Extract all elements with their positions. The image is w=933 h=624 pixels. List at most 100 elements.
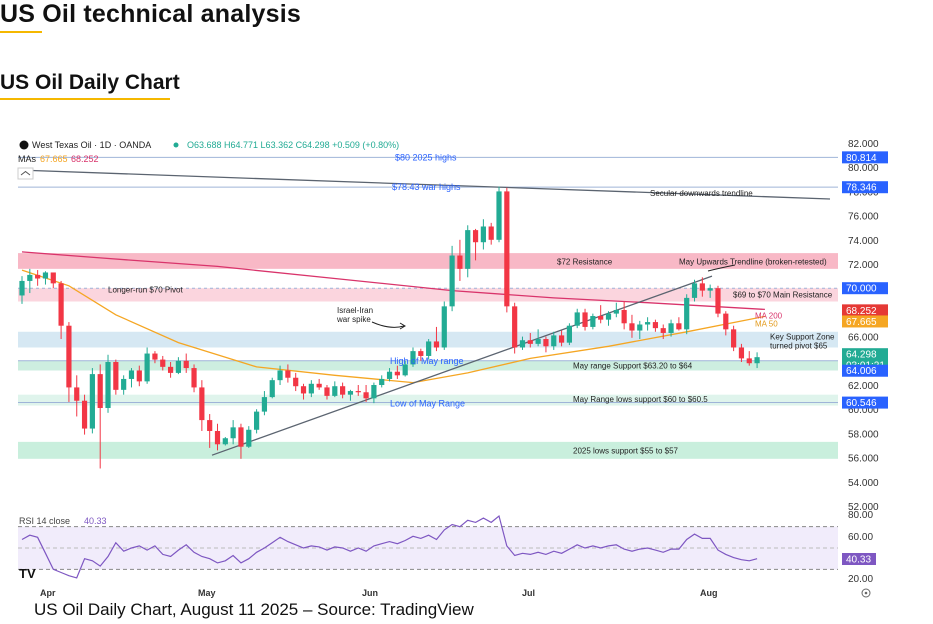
rsi-tick-label: 60.00	[848, 532, 873, 543]
mas-label: MAs	[18, 154, 37, 164]
candle-body	[371, 385, 377, 399]
x-tick-label: Aug	[700, 588, 718, 598]
candle-body	[199, 387, 205, 421]
annotation: Israel-Iran	[337, 306, 373, 315]
candle-body	[504, 191, 510, 307]
ohlc-readout: O63.688 H64.771 L63.362 C64.298 +0.509 (…	[187, 140, 399, 150]
candle-body	[754, 357, 760, 364]
candle-body	[676, 323, 682, 330]
zone-label: $69 to $70 Main Resistance	[733, 290, 833, 299]
x-tick-label: May	[198, 588, 216, 598]
candle-body	[144, 353, 150, 382]
candle-body	[74, 387, 80, 401]
y-tick-label: 82.000	[848, 139, 879, 150]
chart-caption: US Oil Daily Chart, August 11 2025 – Sou…	[34, 600, 474, 619]
annotation-arrow	[371, 321, 405, 328]
candle-body	[340, 386, 346, 395]
candle-body	[89, 374, 95, 429]
y-tick-label: 60.000	[848, 405, 879, 416]
candle-body	[723, 313, 729, 330]
x-tick-label: Apr	[40, 588, 56, 598]
level-label: Low of May Range	[390, 399, 465, 409]
price-tag-label: 80.814	[846, 153, 877, 164]
annotation-arrowhead	[399, 322, 406, 330]
y-tick-label: 52.000	[848, 502, 879, 513]
candle-body	[449, 255, 455, 307]
candle-body	[379, 378, 385, 385]
candle-body	[81, 400, 88, 429]
candle-body	[715, 288, 721, 314]
candle-body	[418, 351, 424, 356]
candle-body	[191, 368, 197, 388]
candle-body	[332, 386, 338, 396]
candle-body	[426, 341, 432, 356]
may-trendline	[211, 275, 713, 456]
section-underline	[0, 98, 170, 100]
candle-body	[113, 362, 119, 390]
section-title: US Oil Daily Chart	[0, 71, 180, 94]
level-label: $78.43 war highs	[392, 182, 461, 192]
level-label: High of May range	[390, 356, 464, 366]
candle-body	[590, 316, 596, 327]
candle-body	[402, 364, 408, 376]
candle-body	[66, 325, 72, 388]
zone-band	[18, 394, 838, 406]
zone-band	[18, 253, 838, 269]
market-status-icon	[173, 142, 179, 148]
candle-body	[699, 283, 705, 291]
candle-body	[582, 312, 588, 327]
candle-body	[35, 274, 41, 279]
candle-body	[660, 328, 666, 333]
annotation: war spike	[336, 315, 371, 324]
candle-body	[746, 358, 752, 364]
y-tick-label: 66.000	[848, 333, 879, 344]
candle-body	[645, 322, 651, 325]
candle-body	[238, 427, 244, 447]
candle-body	[50, 272, 56, 284]
candle-body	[207, 420, 213, 431]
price-tag-label: 64.298	[846, 350, 877, 361]
page-title: US Oil technical analysis	[0, 0, 301, 28]
tradingview-logo-icon: TV	[19, 566, 36, 581]
candle-body	[246, 429, 252, 447]
ma200-value: 67.665	[40, 154, 68, 164]
candle-body	[269, 380, 275, 398]
candle-body	[347, 391, 354, 395]
zone-label: 2025 lows support $55 to $57	[573, 446, 679, 455]
candle-body	[637, 324, 643, 331]
zone-label: May range Support $63.20 to $64	[573, 362, 693, 371]
candle-body	[668, 323, 674, 333]
candle-body	[465, 230, 471, 269]
price-tag	[842, 282, 888, 295]
oil-chart: $72 Resistance $69 to $70 Main Resistance…	[17, 139, 888, 598]
y-tick-label: 80.000	[848, 163, 879, 174]
candle-body	[605, 313, 612, 320]
candle-body	[105, 362, 111, 408]
candle-body	[152, 353, 158, 360]
candle-body	[121, 378, 127, 390]
zone-label: turned pivot $65	[770, 342, 828, 351]
level-label: $80 2025 highs	[395, 152, 457, 162]
candle-body	[285, 370, 291, 378]
candle-body	[598, 316, 604, 320]
annotation: Longer-run $70 Pivot	[108, 285, 183, 294]
annotation-arrow	[707, 264, 736, 272]
candle-body	[386, 371, 393, 379]
zone-band	[18, 288, 838, 302]
candle-body	[324, 387, 330, 396]
candle-body	[707, 288, 713, 291]
candle-body	[551, 335, 557, 347]
zone-label: Key Support Zone	[770, 333, 835, 342]
annotation: MA 200	[755, 311, 783, 320]
price-tag	[842, 396, 888, 409]
y-tick-label: 62.000	[848, 381, 879, 392]
candle-body	[175, 360, 181, 373]
candle-body	[433, 341, 440, 348]
candle-body	[222, 438, 228, 445]
price-tag	[842, 304, 888, 317]
candle-body	[167, 366, 174, 373]
y-tick-label: 54.000	[848, 478, 879, 489]
secular-trendline	[17, 169, 831, 200]
symbol-name: West Texas Oil · 1D · OANDA	[32, 140, 151, 150]
y-tick-label: 56.000	[848, 454, 879, 465]
